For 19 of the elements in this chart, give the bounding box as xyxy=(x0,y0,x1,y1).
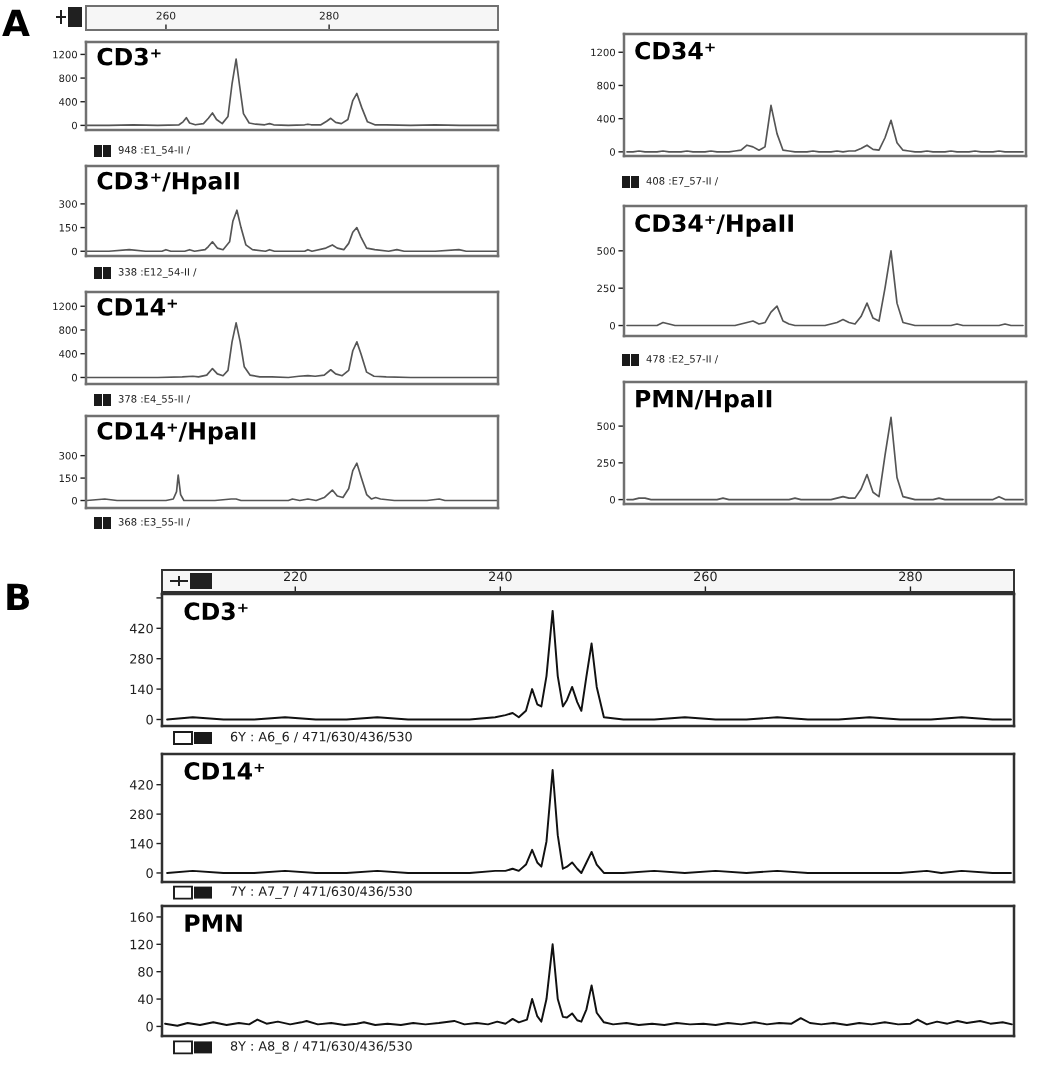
text: A xyxy=(2,9,30,36)
chart-title: PMN/HpaII xyxy=(636,390,772,413)
chart-title: CD14⁺ xyxy=(184,762,264,780)
line-series xyxy=(164,943,1013,1027)
chart-title: CD34⁺/HpaII xyxy=(635,214,793,237)
chart-title: CD3⁺/HpaII xyxy=(97,171,239,195)
line-series xyxy=(626,416,1024,501)
chart-title: PMN xyxy=(185,914,242,932)
chart-title: CD3⁺ xyxy=(184,602,248,621)
chart-title: CD34⁺ xyxy=(635,41,715,60)
text: B xyxy=(7,583,29,610)
line-series xyxy=(86,462,498,502)
chart-title: CD3⁺ xyxy=(97,47,161,66)
line-series xyxy=(626,104,1024,153)
line-series xyxy=(626,249,1024,327)
chart-title: CD14⁺/HpaII xyxy=(97,421,256,445)
chart-title: CD14⁺ xyxy=(97,297,177,316)
line-series xyxy=(86,322,498,379)
line-series xyxy=(86,209,498,253)
